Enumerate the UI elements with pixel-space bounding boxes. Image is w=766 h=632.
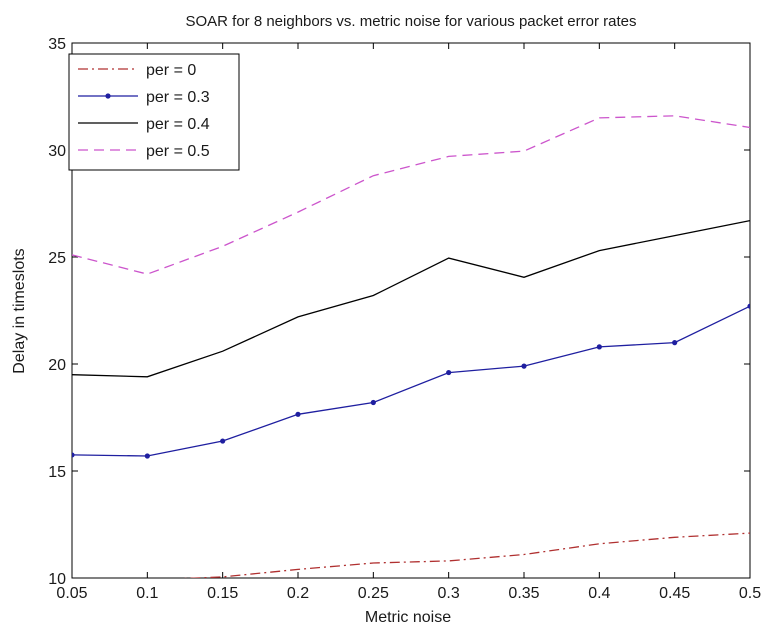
y-tick-label: 10 [48, 571, 66, 588]
series-layer [72, 115, 750, 578]
legend: per = 0 per = 0.3 per = 0.4 per = 0.5 [68, 53, 240, 171]
legend-label: per = 0.5 [146, 143, 210, 160]
y-tick-label: 15 [48, 464, 66, 481]
x-tick-label: 0.1 [136, 585, 158, 602]
series-point-1 [370, 399, 376, 406]
series-point-1 [446, 369, 452, 376]
series-line-2 [72, 219, 750, 378]
x-axis-label: Metric noise [365, 609, 451, 626]
x-tick-label: 0.3 [438, 585, 460, 602]
legend-label: per = 0.3 [146, 89, 210, 106]
legend-label: per = 0 [146, 62, 196, 79]
y-axis-label: Delay in timeslots [11, 248, 28, 373]
y-tick-label: 30 [48, 143, 66, 160]
y-tick-label: 20 [48, 357, 66, 374]
x-tick-label: 0.35 [508, 585, 539, 602]
x-tick-label: 0.25 [358, 585, 389, 602]
series-point-1 [672, 340, 678, 346]
x-tick-label: 0.4 [588, 585, 610, 602]
legend-label: per = 0.4 [146, 116, 210, 133]
x-tick-label: 0.45 [659, 585, 690, 602]
legend-box [68, 53, 240, 171]
series-point-1 [596, 344, 602, 350]
series-point-1 [295, 411, 301, 417]
series-point-1 [220, 438, 226, 444]
chart-title: SOAR for 8 neighbors vs. metric noise fo… [185, 13, 636, 30]
x-tick-label: 0.2 [287, 585, 309, 602]
series-line-3 [72, 115, 750, 275]
x-tick-label: 0.15 [207, 585, 238, 602]
series-point-1 [747, 303, 750, 309]
y-tick-label: 25 [48, 250, 66, 267]
y-axis: 10 15 20 25 30 35 [48, 36, 750, 588]
x-axis: 0.05 0.1 0.15 0.2 0.25 0.3 0.35 0.4 0.45 0.5 [56, 43, 761, 602]
series-line-1 [72, 305, 750, 457]
series-point-1 [72, 452, 75, 458]
legend-marker [105, 93, 111, 99]
series-point-1 [521, 363, 527, 369]
series-line-0 [181, 532, 750, 578]
x-tick-label: 0.5 [739, 585, 761, 602]
series-point-1 [144, 453, 150, 459]
x-tick-label: 0.05 [56, 585, 87, 602]
y-tick-label: 35 [48, 36, 66, 53]
